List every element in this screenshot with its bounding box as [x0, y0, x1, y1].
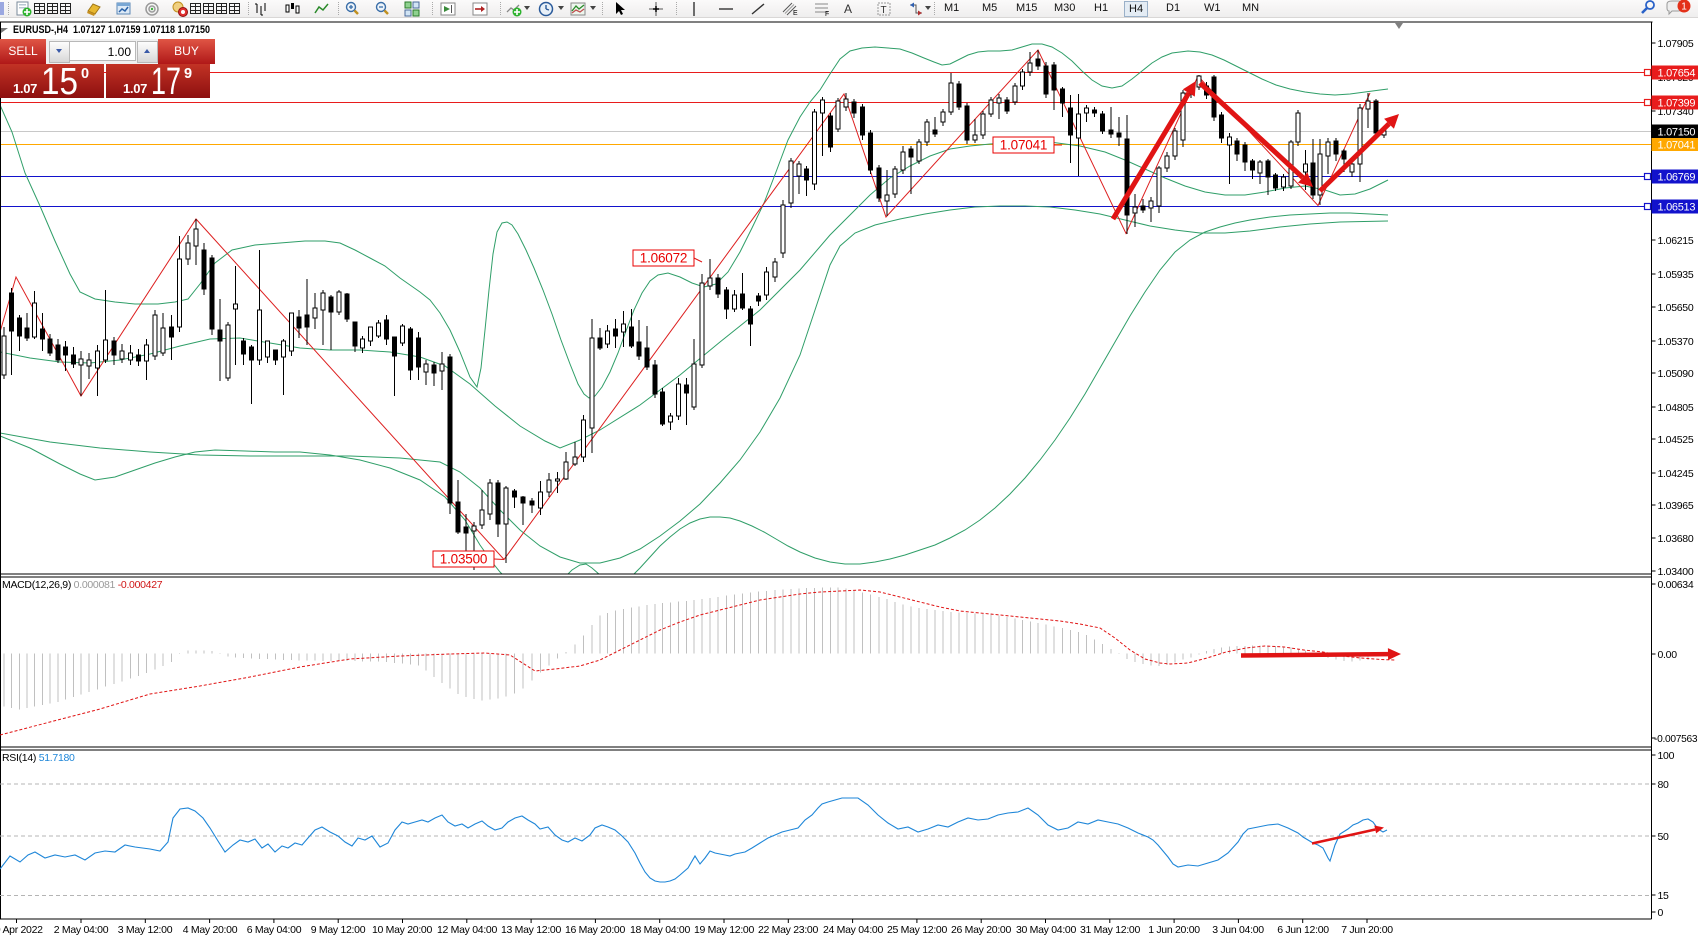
svg-text:0.00: 0.00 — [1658, 649, 1678, 661]
svg-text:RSI(14) 51.7180: RSI(14) 51.7180 — [2, 752, 75, 764]
svg-text:-0.007563: -0.007563 — [1654, 734, 1698, 745]
svg-text:80: 80 — [1658, 779, 1670, 791]
svg-text:1.04525: 1.04525 — [1658, 434, 1694, 446]
svg-text:1.03400: 1.03400 — [1658, 566, 1694, 578]
svg-text:1.06072: 1.06072 — [640, 251, 687, 266]
svg-text:1.06215: 1.06215 — [1658, 235, 1694, 247]
svg-text:15: 15 — [1658, 890, 1670, 902]
svg-text:18 May 04:00: 18 May 04:00 — [630, 924, 690, 936]
svg-text:1.06513: 1.06513 — [1658, 202, 1696, 214]
svg-text:17: 17 — [151, 66, 181, 97]
svg-text:2 May 04:00: 2 May 04:00 — [54, 924, 109, 936]
svg-text:E: E — [793, 10, 798, 17]
svg-text:25 May 12:00: 25 May 12:00 — [887, 924, 947, 936]
svg-text:10 May 20:00: 10 May 20:00 — [372, 924, 432, 936]
svg-text:1.03500: 1.03500 — [440, 552, 487, 567]
svg-text:1.05090: 1.05090 — [1658, 368, 1694, 380]
svg-text:15: 15 — [41, 66, 78, 97]
svg-text:6 May 04:00: 6 May 04:00 — [247, 924, 302, 936]
svg-text:6 Jun 12:00: 6 Jun 12:00 — [1277, 924, 1329, 936]
svg-text:9 May 12:00: 9 May 12:00 — [311, 924, 366, 936]
svg-text:3 May 12:00: 3 May 12:00 — [118, 924, 173, 936]
svg-text:24 May 04:00: 24 May 04:00 — [823, 924, 883, 936]
svg-text:1.07905: 1.07905 — [1658, 38, 1694, 50]
svg-text:1.07399: 1.07399 — [1658, 98, 1696, 110]
svg-text:1.03680: 1.03680 — [1658, 533, 1694, 545]
svg-text:22 May 23:00: 22 May 23:00 — [758, 924, 818, 936]
svg-text:1.07654: 1.07654 — [1658, 68, 1696, 80]
svg-text:12 May 04:00: 12 May 04:00 — [437, 924, 497, 936]
svg-text:16 May 20:00: 16 May 20:00 — [565, 924, 625, 936]
svg-text:13 May 12:00: 13 May 12:00 — [501, 924, 561, 936]
svg-text:1.06769: 1.06769 — [1658, 172, 1696, 184]
svg-text:1.07041: 1.07041 — [1658, 140, 1696, 152]
svg-text:T: T — [881, 5, 887, 16]
svg-text:1.05370: 1.05370 — [1658, 336, 1694, 348]
svg-text:0: 0 — [1658, 907, 1664, 919]
svg-text:1.07041: 1.07041 — [1000, 138, 1047, 153]
svg-text:30 May 04:00: 30 May 04:00 — [1016, 924, 1076, 936]
svg-text:EURUSD-,H4 1.07127 1.07159 1.: EURUSD-,H4 1.07127 1.07159 1.07118 1.071… — [13, 24, 210, 36]
svg-text:1.04805: 1.04805 — [1658, 402, 1694, 414]
svg-text:7 Jun 20:00: 7 Jun 20:00 — [1341, 924, 1393, 936]
svg-text:F: F — [825, 11, 829, 17]
svg-text:4 May 20:00: 4 May 20:00 — [183, 924, 238, 936]
svg-text:29 Apr 2022: 29 Apr 2022 — [0, 924, 43, 936]
svg-text:50: 50 — [1658, 831, 1670, 843]
svg-text:1.05650: 1.05650 — [1658, 302, 1694, 314]
svg-text:31 May 12:00: 31 May 12:00 — [1080, 924, 1140, 936]
svg-text:1.04245: 1.04245 — [1658, 468, 1694, 480]
svg-text:1 Jun 20:00: 1 Jun 20:00 — [1148, 924, 1200, 936]
svg-text:3 Jun 04:00: 3 Jun 04:00 — [1212, 924, 1264, 936]
svg-text:1.07150: 1.07150 — [1658, 127, 1696, 139]
svg-text:1.03965: 1.03965 — [1658, 500, 1694, 512]
svg-text:26 May 20:00: 26 May 20:00 — [951, 924, 1011, 936]
svg-text:MACD(12,26,9) 0.000081 -0.0004: MACD(12,26,9) 0.000081 -0.000427 — [2, 579, 163, 591]
svg-text:1.05935: 1.05935 — [1658, 269, 1694, 281]
svg-text:1: 1 — [1681, 2, 1687, 13]
svg-text:0.00634: 0.00634 — [1658, 579, 1694, 591]
svg-text:19 May 12:00: 19 May 12:00 — [694, 924, 754, 936]
svg-text:100: 100 — [1658, 750, 1675, 762]
